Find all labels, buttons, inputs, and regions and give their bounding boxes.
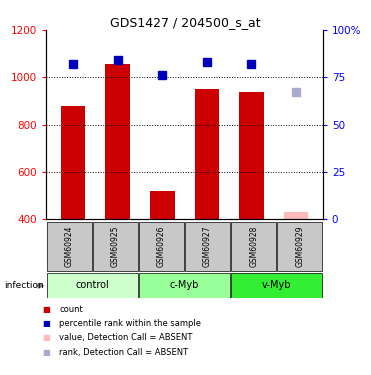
Bar — [47, 222, 92, 272]
Text: rank, Detection Call = ABSENT: rank, Detection Call = ABSENT — [59, 348, 188, 357]
Text: ■: ■ — [43, 319, 50, 328]
Bar — [61, 106, 85, 219]
Bar — [47, 273, 138, 298]
Text: GSM60925: GSM60925 — [111, 226, 120, 267]
Bar — [231, 222, 276, 272]
Bar — [185, 222, 230, 272]
Bar — [139, 222, 184, 272]
Text: GSM60926: GSM60926 — [157, 226, 166, 267]
Text: value, Detection Call = ABSENT: value, Detection Call = ABSENT — [59, 333, 193, 342]
Text: GSM60927: GSM60927 — [203, 226, 212, 267]
Bar — [195, 89, 219, 219]
Bar — [284, 212, 308, 219]
Bar — [93, 222, 138, 272]
Bar — [105, 64, 130, 219]
Text: control: control — [76, 280, 109, 290]
Text: percentile rank within the sample: percentile rank within the sample — [59, 319, 201, 328]
Text: GDS1427 / 204500_s_at: GDS1427 / 204500_s_at — [110, 16, 261, 29]
Text: infection: infection — [4, 281, 43, 290]
Bar — [239, 92, 264, 219]
Text: c-Myb: c-Myb — [170, 280, 199, 290]
Text: ■: ■ — [43, 348, 50, 357]
Bar — [277, 222, 322, 272]
Text: GSM60929: GSM60929 — [295, 226, 304, 267]
Text: v-Myb: v-Myb — [262, 280, 292, 290]
Bar — [231, 273, 322, 298]
Text: ■: ■ — [43, 305, 50, 314]
Text: count: count — [59, 305, 83, 314]
Text: ■: ■ — [43, 333, 50, 342]
Bar — [139, 273, 230, 298]
Bar — [150, 191, 174, 219]
Text: GSM60928: GSM60928 — [249, 226, 258, 267]
Text: GSM60924: GSM60924 — [65, 226, 74, 267]
